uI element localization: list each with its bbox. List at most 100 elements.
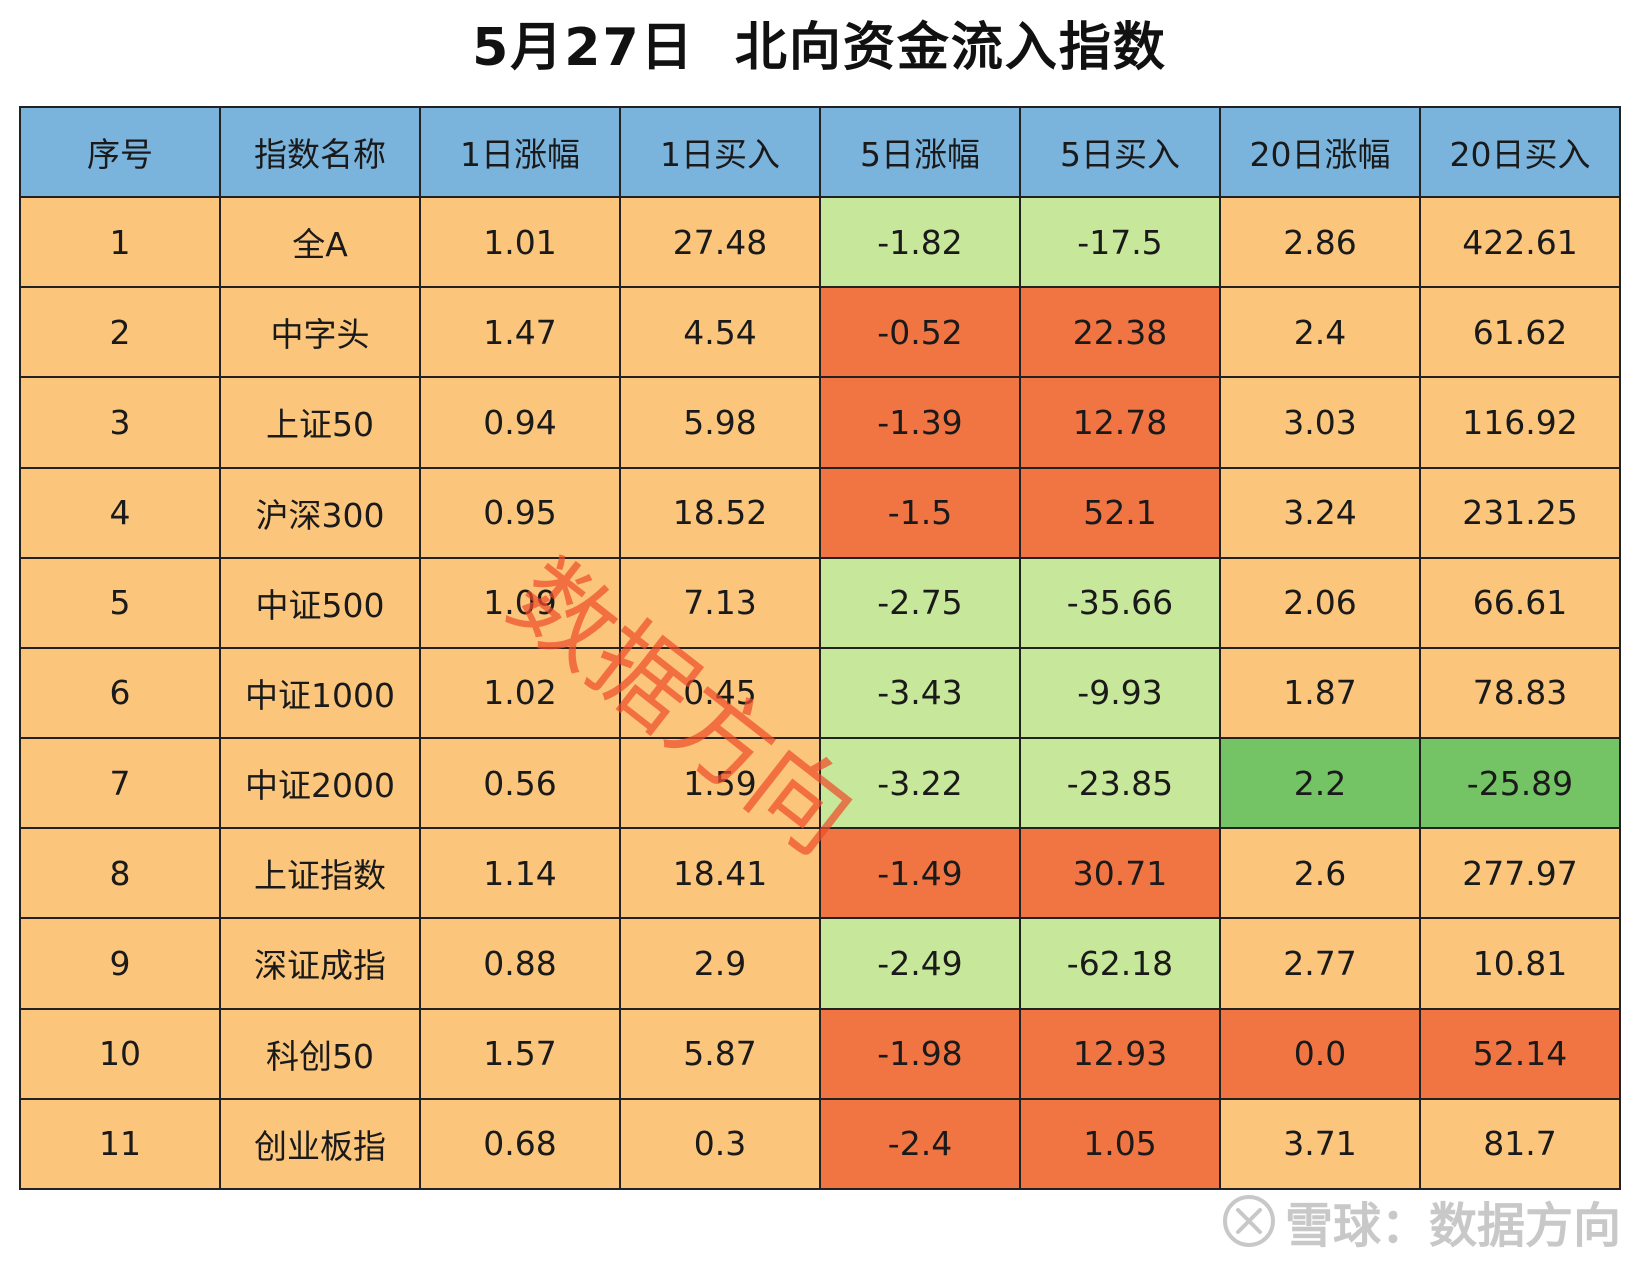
cell-1d-buy: 7.13: [619, 556, 821, 649]
cell-1d-buy: 5.98: [619, 376, 821, 469]
cell-5d-change: -3.22: [819, 737, 1021, 830]
cell-index-name: 科创50: [219, 1007, 421, 1100]
footer-text: 雪球：数据方向: [1284, 1198, 1621, 1254]
cell-5d-buy: -35.66: [1019, 556, 1221, 649]
table-row: 9 深证成指 0.88 2.9 -2.49 -62.18 2.77 10.81: [19, 917, 1621, 1010]
cell-5d-change: -2.4: [819, 1097, 1021, 1191]
cell-1d-change: 0.95: [419, 466, 621, 559]
cell-seq: 5: [19, 556, 221, 649]
table-row: 2 中字头 1.47 4.54 -0.52 22.38 2.4 61.62: [19, 286, 1621, 379]
cell-1d-buy: 18.41: [619, 827, 821, 920]
cell-5d-change: -2.75: [819, 556, 1021, 649]
cell-20d-buy: 116.92: [1419, 376, 1621, 469]
table-row: 4 沪深300 0.95 18.52 -1.5 52.1 3.24 231.25: [19, 466, 1621, 559]
cell-index-name: 中证500: [219, 556, 421, 649]
cell-1d-change: 1.47: [419, 286, 621, 379]
table-row: 8 上证指数 1.14 18.41 -1.49 30.71 2.6 277.97: [19, 827, 1621, 920]
cell-20d-change: 2.06: [1219, 556, 1421, 649]
cell-5d-change: -1.39: [819, 376, 1021, 469]
cell-20d-buy: 52.14: [1419, 1007, 1621, 1100]
column-header-seq: 序号: [19, 106, 221, 198]
cell-index-name: 全A: [219, 195, 421, 289]
cell-5d-buy: -23.85: [1019, 737, 1221, 830]
cell-20d-buy: 66.61: [1419, 556, 1621, 649]
cell-index-name: 中证1000: [219, 646, 421, 740]
column-header-1d-buy: 1日买入: [619, 106, 821, 198]
cell-20d-change: 2.4: [1219, 286, 1421, 379]
cell-20d-change: 2.77: [1219, 917, 1421, 1010]
table-row: 7 中证2000 0.56 1.59 -3.22 -23.85 2.2 -25.89: [19, 737, 1621, 830]
snowball-logo-icon: [1222, 1195, 1275, 1247]
cell-20d-change: 2.6: [1219, 827, 1421, 920]
cell-index-name: 创业板指: [219, 1097, 421, 1191]
cell-20d-buy: -25.89: [1419, 737, 1621, 830]
cell-20d-buy: 10.81: [1419, 917, 1621, 1010]
cell-index-name: 中字头: [219, 286, 421, 379]
cell-1d-change: 0.94: [419, 376, 621, 469]
cell-1d-change: 1.02: [419, 646, 621, 740]
cell-20d-change: 1.87: [1219, 646, 1421, 740]
footer-brand: 雪球：数据方向: [1221, 1190, 1621, 1254]
cell-index-name: 深证成指: [219, 917, 421, 1010]
cell-1d-buy: 4.54: [619, 286, 821, 379]
cell-5d-change: -1.49: [819, 827, 1021, 920]
cell-1d-buy: 0.3: [619, 1097, 821, 1191]
index-table: 序号 指数名称 1日涨幅 1日买入 5日涨幅 5日买入 20日涨幅 20日买入 …: [19, 106, 1621, 1191]
cell-1d-change: 1.01: [419, 195, 621, 289]
table-row: 11 创业板指 0.68 0.3 -2.4 1.05 3.71 81.7: [19, 1097, 1621, 1191]
cell-5d-buy: -62.18: [1019, 917, 1221, 1010]
cell-1d-change: 0.68: [419, 1097, 621, 1191]
cell-20d-buy: 277.97: [1419, 827, 1621, 920]
cell-5d-buy: 52.1: [1019, 466, 1221, 559]
cell-5d-buy: 12.93: [1019, 1007, 1221, 1100]
table-row: 10 科创50 1.57 5.87 -1.98 12.93 0.0 52.14: [19, 1007, 1621, 1100]
cell-seq: 10: [19, 1007, 221, 1100]
column-header-1d-change: 1日涨幅: [419, 106, 621, 198]
column-header-5d-change: 5日涨幅: [819, 106, 1021, 198]
cell-20d-change: 3.03: [1219, 376, 1421, 469]
cell-5d-buy: 1.05: [1019, 1097, 1221, 1191]
table-row: 6 中证1000 1.02 0.45 -3.43 -9.93 1.87 78.83: [19, 646, 1621, 740]
cell-5d-change: -1.5: [819, 466, 1021, 559]
cell-5d-buy: -17.5: [1019, 195, 1221, 289]
cell-index-name: 上证指数: [219, 827, 421, 920]
cell-20d-buy: 61.62: [1419, 286, 1621, 379]
cell-20d-change: 2.2: [1219, 737, 1421, 830]
cell-seq: 3: [19, 376, 221, 469]
cell-5d-buy: 30.71: [1019, 827, 1221, 920]
table-row: 3 上证50 0.94 5.98 -1.39 12.78 3.03 116.92: [19, 376, 1621, 469]
cell-seq: 8: [19, 827, 221, 920]
cell-index-name: 沪深300: [219, 466, 421, 559]
page-title: 5月27日 北向资金流入指数: [472, 18, 1167, 78]
cell-1d-change: 0.56: [419, 737, 621, 830]
cell-20d-buy: 422.61: [1419, 195, 1621, 289]
column-header-20d-change: 20日涨幅: [1219, 106, 1421, 198]
cell-1d-buy: 0.45: [619, 646, 821, 740]
cell-5d-change: -3.43: [819, 646, 1021, 740]
cell-5d-change: -2.49: [819, 917, 1021, 1010]
cell-1d-change: 1.09: [419, 556, 621, 649]
cell-1d-change: 1.57: [419, 1007, 621, 1100]
cell-seq: 6: [19, 646, 221, 740]
cell-index-name: 上证50: [219, 376, 421, 469]
cell-5d-buy: 22.38: [1019, 286, 1221, 379]
column-header-index-name: 指数名称: [219, 106, 421, 198]
cell-seq: 11: [19, 1097, 221, 1191]
table-row: 1 全A 1.01 27.48 -1.82 -17.5 2.86 422.61: [19, 195, 1621, 289]
cell-seq: 7: [19, 737, 221, 830]
cell-5d-change: -1.98: [819, 1007, 1021, 1100]
cell-1d-buy: 2.9: [619, 917, 821, 1010]
table-row: 5 中证500 1.09 7.13 -2.75 -35.66 2.06 66.61: [19, 556, 1621, 649]
cell-seq: 2: [19, 286, 221, 379]
cell-20d-buy: 231.25: [1419, 466, 1621, 559]
cell-5d-buy: 12.78: [1019, 376, 1221, 469]
cell-1d-buy: 27.48: [619, 195, 821, 289]
cell-5d-change: -0.52: [819, 286, 1021, 379]
cell-20d-buy: 81.7: [1419, 1097, 1621, 1191]
cell-seq: 1: [19, 195, 221, 289]
cell-index-name: 中证2000: [219, 737, 421, 830]
column-header-20d-buy: 20日买入: [1419, 106, 1621, 198]
cell-20d-change: 0.0: [1219, 1007, 1421, 1100]
cell-1d-buy: 5.87: [619, 1007, 821, 1100]
cell-20d-change: 2.86: [1219, 195, 1421, 289]
